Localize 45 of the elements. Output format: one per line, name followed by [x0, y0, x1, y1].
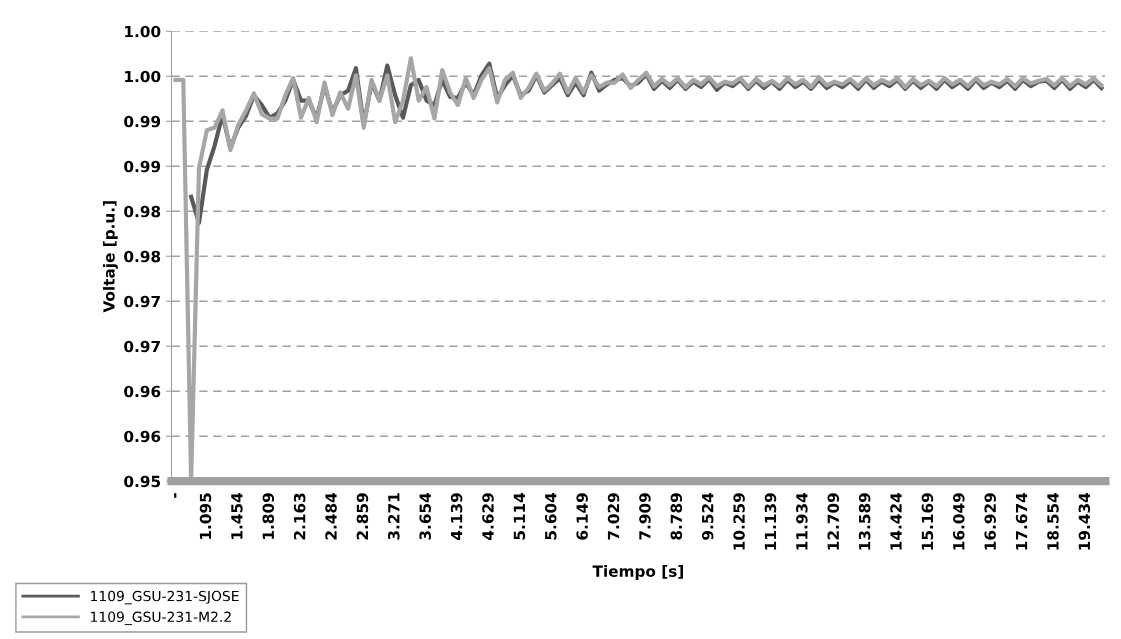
- y-tick-label: 0.96: [124, 385, 161, 398]
- x-tick-label: 13.589: [858, 493, 871, 550]
- x-tick-label: 14.424: [890, 492, 902, 550]
- x-tick-label: 2.859: [356, 493, 369, 540]
- x-tick-label: 4.139: [450, 493, 463, 540]
- x-tick-label: 5.604: [544, 492, 557, 540]
- x-tick-label: 8.789: [670, 493, 683, 540]
- x-tick-label: 6.149: [576, 493, 588, 540]
- x-tick-label: 17.674: [1015, 492, 1028, 550]
- y-tick-label: 1.00: [125, 70, 161, 83]
- x-tick-label: 3.654: [419, 492, 431, 540]
- y-tick-label: 0.99: [124, 160, 161, 173]
- x-tick-label: 15.169: [921, 493, 934, 550]
- legend-label: 1109_GSU-231-M2.2: [91, 611, 231, 626]
- x-tick-label: 19.434: [1078, 492, 1091, 550]
- x-tick-label: 3.271: [388, 493, 400, 540]
- x-tick-label: 10.259: [733, 493, 745, 550]
- y-tick-label: 0.98: [124, 250, 161, 263]
- x-tick-label: 1.454: [231, 492, 243, 539]
- x-tick-label: 2.484: [325, 492, 337, 540]
- x-tick-label: 11.934: [796, 492, 808, 550]
- y-tick-label: 0.96: [124, 430, 161, 443]
- y-axis-title: Voltaje [p.u.]: [102, 201, 118, 313]
- legend-label: 1109_GSU-231-SJOSE: [91, 590, 239, 605]
- x-axis-title: Tiempo [s]: [592, 565, 683, 580]
- x-tick-label: 18.554: [1047, 492, 1059, 550]
- x-tick-label: 16.929: [984, 493, 996, 550]
- y-tick-label: 1.00: [125, 25, 161, 38]
- y-tick-label: 0.97: [124, 295, 160, 308]
- x-tick-label: 1.809: [262, 493, 275, 539]
- x-tick-label: 1.095: [199, 493, 212, 539]
- x-tick-label: 4.629: [482, 493, 494, 540]
- x-tick-label: -: [174, 493, 177, 498]
- y-tick-label: 0.99: [124, 115, 161, 128]
- x-tick-label: 12.709: [827, 493, 840, 550]
- x-tick-label: 11.139: [764, 493, 777, 550]
- x-tick-label: 7.029: [607, 493, 620, 540]
- x-tick-label: 2.163: [293, 493, 306, 540]
- x-tick-label: 16.049: [953, 493, 965, 550]
- x-tick-label: 5.114: [513, 492, 526, 540]
- y-tick-label: 0.95: [124, 475, 161, 488]
- x-tick-label: 7.909: [639, 493, 651, 540]
- y-tick-label: 0.98: [124, 205, 161, 218]
- x-tick-label: 9.524: [701, 492, 714, 540]
- y-tick-label: 0.97: [124, 340, 160, 353]
